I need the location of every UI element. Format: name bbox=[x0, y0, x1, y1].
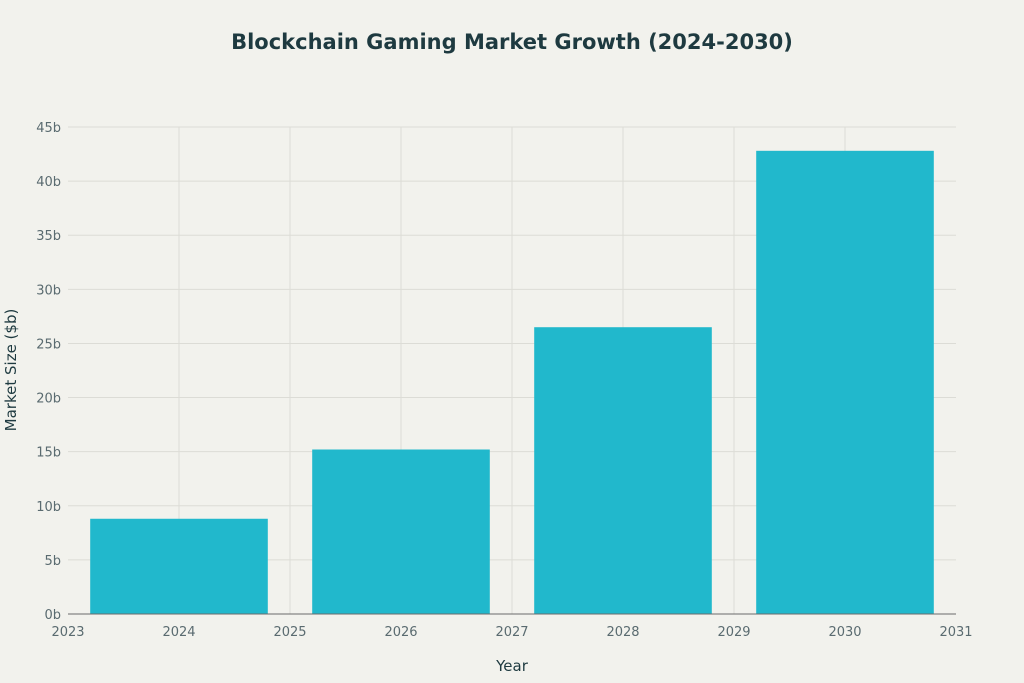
y-tick-label: 5b bbox=[44, 554, 61, 569]
y-tick-label: 25b bbox=[36, 337, 61, 352]
x-tick-label: 2029 bbox=[717, 625, 750, 640]
chart-title: Blockchain Gaming Market Growth (2024-20… bbox=[231, 30, 793, 54]
bar-2028 bbox=[534, 327, 712, 614]
y-axis-label: Market Size ($b) bbox=[2, 309, 20, 432]
y-tick-label: 45b bbox=[36, 121, 61, 136]
bar-2024 bbox=[90, 518, 268, 614]
x-tick-label: 2030 bbox=[828, 625, 861, 640]
axes: 2023 2024 2025 2026 2027 2028 2029 2030 2031 0b 5b… bbox=[36, 121, 972, 640]
x-tick-label: 2031 bbox=[939, 625, 972, 640]
y-tick-label: 15b bbox=[36, 446, 61, 461]
y-tick-label: 40b bbox=[36, 175, 61, 190]
x-tick-label: 2028 bbox=[606, 625, 639, 640]
x-tick-label: 2027 bbox=[495, 625, 528, 640]
x-tick-label: 2024 bbox=[162, 625, 195, 640]
x-tick-label: 2026 bbox=[384, 625, 417, 640]
x-tick-label: 2023 bbox=[51, 625, 84, 640]
x-tick-label: 2025 bbox=[273, 625, 306, 640]
y-tick-label: 20b bbox=[36, 392, 61, 407]
bar-2030 bbox=[756, 150, 934, 614]
y-tick-label: 10b bbox=[36, 500, 61, 515]
y-tick-label: 35b bbox=[36, 229, 61, 244]
y-tick-label: 30b bbox=[36, 283, 61, 298]
bars bbox=[90, 150, 934, 614]
y-tick-label: 0b bbox=[44, 608, 61, 623]
x-axis-label: Year bbox=[495, 657, 529, 675]
bar-2026 bbox=[312, 449, 490, 614]
